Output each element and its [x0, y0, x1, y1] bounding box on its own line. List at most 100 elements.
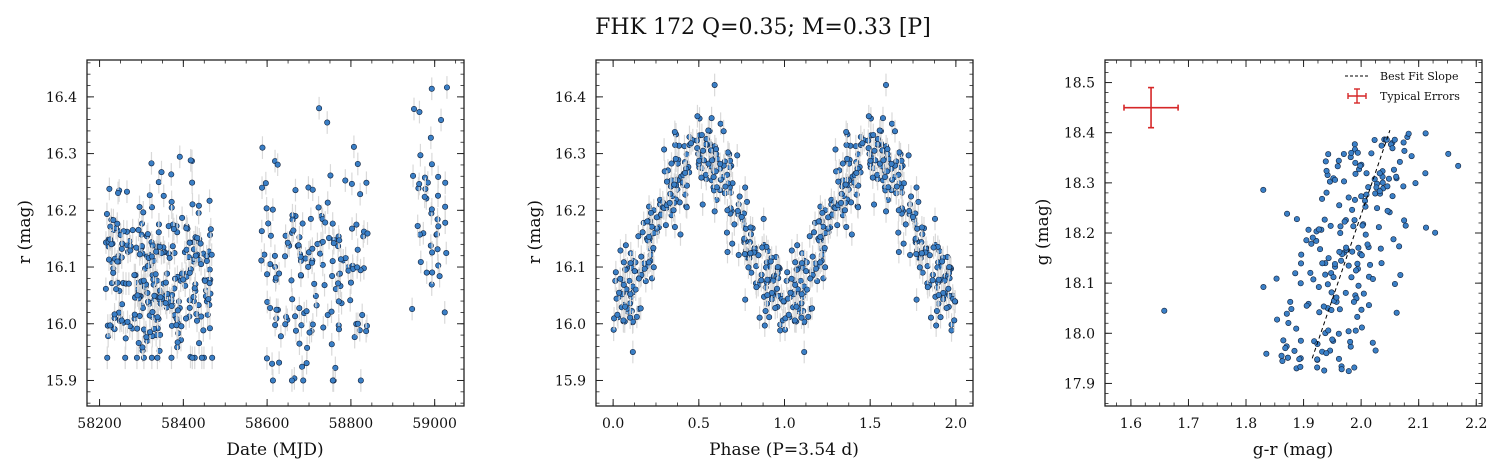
- cmd-outlier-point: [1161, 307, 1168, 314]
- phase-point: [631, 268, 638, 275]
- cmd-point: [1389, 193, 1396, 200]
- phase-ytick-label: 16.0: [555, 317, 586, 333]
- phase-point: [662, 222, 669, 229]
- light-curve-point: [133, 354, 140, 361]
- light-curve-point: [263, 355, 270, 362]
- phase-point: [815, 218, 822, 225]
- cmd-point: [1343, 244, 1350, 251]
- cmd-point: [1287, 298, 1294, 305]
- light-curve-point: [272, 321, 279, 328]
- phase-point: [617, 247, 624, 254]
- light-curve-point: [316, 105, 323, 112]
- light-curve-point: [157, 294, 164, 301]
- light-curve-point: [282, 321, 289, 328]
- cmd-point: [1332, 176, 1339, 183]
- light-curve-point: [259, 144, 266, 151]
- phase-point: [742, 184, 749, 191]
- light-curve-point: [324, 199, 331, 206]
- cmd-point: [1333, 294, 1340, 301]
- cmd-xlabel: g-r (mag): [1253, 440, 1334, 460]
- cmd-point: [1357, 162, 1364, 169]
- phase-point: [671, 181, 678, 188]
- cmd-point: [1342, 289, 1349, 296]
- light-curve-point: [337, 256, 344, 263]
- light-curve-point: [434, 216, 441, 223]
- phase-point: [895, 249, 902, 256]
- light-curve-point: [354, 160, 361, 167]
- light-curve-point: [114, 220, 121, 227]
- light-curve-xtick-label: 58800: [329, 416, 374, 432]
- light-curve-point: [263, 205, 270, 212]
- cmd-point: [1263, 350, 1270, 357]
- cmd-frame: [1104, 59, 1483, 407]
- cmd-point: [1364, 241, 1371, 248]
- phase-point: [698, 174, 705, 181]
- phase-point: [895, 207, 902, 214]
- cmd-point: [1334, 163, 1341, 170]
- light-curve-point: [207, 226, 214, 233]
- phase-point: [902, 221, 909, 228]
- phase-point: [787, 289, 794, 296]
- cmd-point: [1297, 280, 1304, 287]
- light-curve-point: [147, 329, 154, 336]
- cmd-ytick-label: 18.0: [1064, 326, 1095, 342]
- cmd-point: [1325, 255, 1332, 262]
- cmd-ytick-label: 17.9: [1064, 376, 1095, 392]
- light-curve-point: [106, 256, 113, 263]
- phase-point: [758, 277, 765, 284]
- cmd-point: [1338, 257, 1345, 264]
- light-curve-point: [162, 279, 169, 286]
- phase-point: [717, 120, 724, 127]
- light-curve-point: [119, 301, 126, 308]
- cmd-point: [1376, 188, 1383, 195]
- cmd-point: [1360, 290, 1367, 297]
- cmd-point: [1393, 173, 1400, 180]
- phase-point: [663, 178, 670, 185]
- phase-point: [777, 327, 784, 334]
- phase-point: [626, 277, 633, 284]
- phase-point: [670, 207, 677, 214]
- light-curve-point: [267, 232, 274, 239]
- light-curve-point: [326, 234, 333, 241]
- phase-point: [666, 199, 673, 206]
- phase-point: [700, 147, 707, 154]
- phase-point: [734, 152, 741, 159]
- light-curve-point: [123, 188, 130, 195]
- cmd-point: [1354, 313, 1361, 320]
- phase-point: [633, 313, 640, 320]
- cmd-point: [1378, 142, 1385, 149]
- phase-point: [767, 258, 774, 265]
- light-curve-point: [442, 203, 449, 210]
- figure-title: FHK 172 Q=0.35; M=0.33 [P]: [595, 15, 931, 40]
- phase-ytick-label: 16.3: [555, 147, 586, 163]
- phase-point: [880, 157, 887, 164]
- light-curve-point: [350, 143, 357, 150]
- light-curve-point: [347, 279, 354, 286]
- light-curve-point: [264, 271, 271, 278]
- phase-point: [905, 152, 912, 159]
- cmd-point: [1396, 243, 1403, 250]
- light-curve-point: [283, 313, 290, 320]
- phase-point: [797, 277, 804, 284]
- phase-point: [641, 265, 648, 272]
- cmd-point: [1393, 309, 1400, 316]
- light-curve-xtick-label: 59000: [412, 416, 457, 432]
- light-curve-point: [192, 252, 199, 259]
- light-curve-point: [155, 179, 162, 186]
- cmd-point: [1396, 158, 1403, 165]
- phase-frame: [595, 59, 974, 407]
- phase-point: [635, 233, 642, 240]
- light-curve-point: [299, 220, 306, 227]
- phase-point: [791, 317, 798, 324]
- light-curve-point: [148, 354, 155, 361]
- phase-point: [672, 155, 679, 162]
- phase-point: [642, 278, 649, 285]
- light-curve-point: [133, 244, 140, 251]
- phase-point: [713, 146, 720, 153]
- cmd-point: [1310, 276, 1317, 283]
- phase-point: [913, 184, 920, 191]
- phase-point: [632, 286, 639, 293]
- light-curve-point: [324, 119, 331, 126]
- phase-point: [807, 275, 814, 282]
- light-curve-point: [200, 327, 207, 334]
